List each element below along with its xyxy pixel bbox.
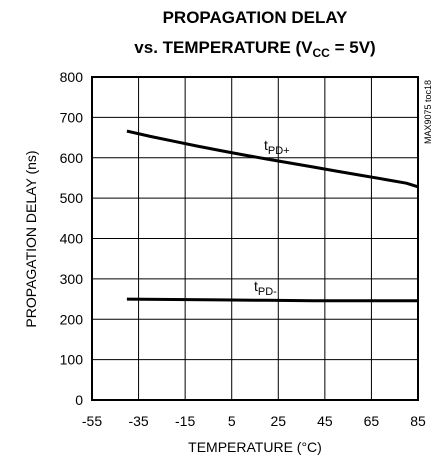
x-tick-label: 45 (317, 413, 333, 429)
series (126, 129, 419, 303)
series-label-tpd-minus: tPD- (254, 278, 277, 298)
series-label-tpd-plus: tPD+ (264, 137, 290, 157)
chart-id-watermark: MAX9075 toc18 (423, 80, 433, 144)
x-tick-labels: -55 -35 -15 5 25 45 65 85 (82, 413, 426, 429)
x-tick-label: 85 (410, 413, 426, 429)
x-tick-label: 5 (228, 413, 236, 429)
series-line-tpd-plus (126, 129, 419, 189)
y-tick-label: 100 (60, 352, 84, 368)
x-tick-label: -35 (128, 413, 148, 429)
x-tick-label: -55 (82, 413, 102, 429)
chart-title-line2-suffix: = 5V) (330, 38, 376, 57)
series-label-tpd-plus-main: t (264, 137, 268, 153)
y-tick-label: 400 (60, 231, 84, 247)
x-tick-label: 65 (364, 413, 380, 429)
y-tick-label: 700 (60, 109, 84, 125)
y-tick-label: 200 (60, 311, 84, 327)
series-label-tpd-minus-sub: PD- (258, 286, 277, 298)
series-label-tpd-plus-sub: PD+ (268, 145, 290, 157)
chart-title-line2-sub: CC (313, 46, 331, 60)
x-axis-label: TEMPERATURE (°C) (188, 439, 322, 455)
y-axis-label: PROPAGATION DELAY (ns) (23, 150, 39, 327)
chart-title-line2-prefix: vs. TEMPERATURE (V (134, 38, 313, 57)
grid (92, 77, 418, 400)
chart-title-line2: vs. TEMPERATURE (VCC = 5V) (134, 38, 375, 60)
y-tick-label: 800 (60, 69, 84, 85)
y-tick-label: 600 (60, 150, 84, 166)
plot-frame (91, 76, 419, 401)
x-tick-label: -15 (175, 413, 195, 429)
y-tick-label: 0 (75, 392, 83, 408)
series-line-tpd-minus (126, 297, 418, 303)
y-tick-labels: 0 100 200 300 400 500 600 700 800 (60, 69, 84, 408)
y-tick-label: 500 (60, 190, 84, 206)
chart-title-line1: PROPAGATION DELAY (163, 8, 348, 27)
x-tick-label: 25 (270, 413, 286, 429)
y-tick-label: 300 (60, 271, 84, 287)
series-label-tpd-minus-main: t (254, 278, 258, 294)
